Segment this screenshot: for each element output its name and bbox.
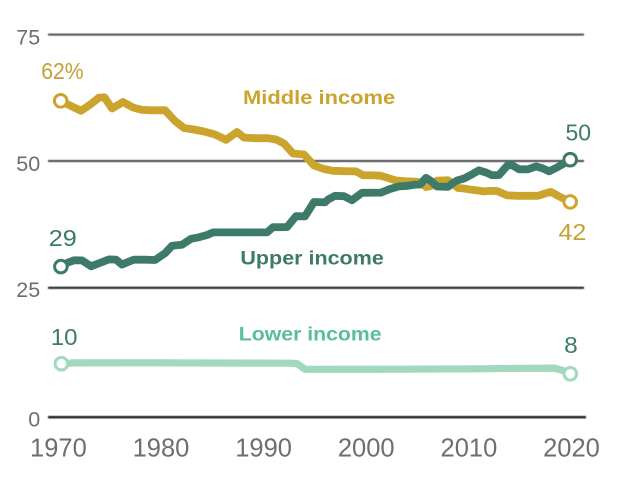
svg-text:Lower income: Lower income [239, 325, 382, 346]
svg-text:50: 50 [566, 119, 592, 145]
svg-text:10: 10 [51, 324, 78, 350]
svg-text:42: 42 [559, 219, 587, 245]
svg-text:1990: 1990 [235, 435, 292, 463]
svg-text:Middle income: Middle income [243, 88, 395, 109]
svg-text:75: 75 [16, 25, 40, 49]
svg-text:1970: 1970 [30, 435, 87, 463]
svg-text:25: 25 [16, 278, 40, 302]
svg-text:0: 0 [28, 407, 40, 431]
svg-text:2020: 2020 [543, 435, 600, 463]
svg-text:2010: 2010 [441, 435, 498, 463]
svg-text:62%: 62% [41, 58, 83, 84]
svg-text:1980: 1980 [133, 435, 190, 463]
svg-text:50: 50 [16, 152, 40, 176]
svg-text:8: 8 [564, 332, 578, 358]
svg-text:Upper income: Upper income [240, 249, 383, 270]
svg-text:29: 29 [49, 225, 77, 251]
svg-text:2000: 2000 [338, 435, 395, 463]
